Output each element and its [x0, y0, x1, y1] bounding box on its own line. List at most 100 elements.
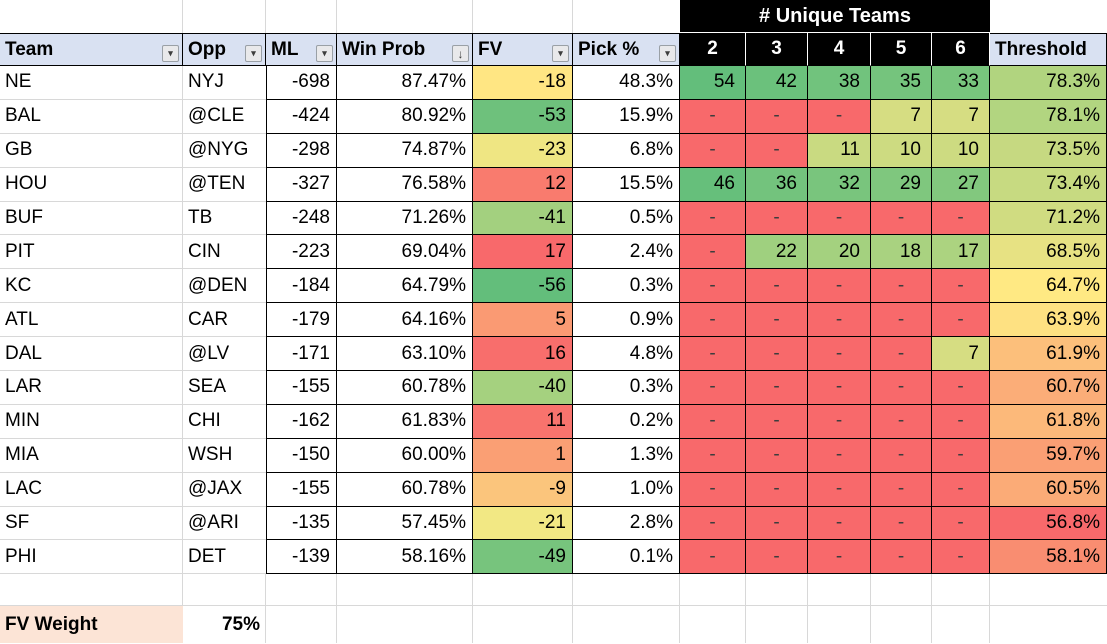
cell-win-prob[interactable]: 69.04% — [337, 235, 473, 270]
cell-unique-3[interactable]: - — [746, 269, 808, 304]
cell-unique-2[interactable]: 54 — [680, 66, 746, 100]
cell-ml[interactable]: -698 — [266, 66, 337, 100]
cell-ml[interactable]: -248 — [266, 201, 337, 236]
cell-fv[interactable]: 1 — [473, 438, 573, 473]
cell-unique-6[interactable]: 7 — [932, 99, 990, 134]
cell-threshold[interactable]: 61.8% — [990, 404, 1107, 439]
cell-unique-4[interactable]: - — [808, 201, 871, 236]
cell-team[interactable]: GB — [0, 133, 183, 168]
cell-unique-4[interactable]: - — [808, 303, 871, 338]
cell-fv[interactable]: 12 — [473, 167, 573, 202]
cell-opp[interactable]: WSH — [183, 438, 266, 473]
cell-unique-3[interactable]: - — [746, 472, 808, 507]
cell-ml[interactable]: -223 — [266, 235, 337, 270]
cell-unique-5[interactable]: 29 — [871, 167, 932, 202]
cell-threshold[interactable]: 59.7% — [990, 438, 1107, 473]
cell-win-prob[interactable]: 58.16% — [337, 540, 473, 575]
cell-pick-pct[interactable]: 4.8% — [573, 337, 680, 372]
cell-ml[interactable]: -155 — [266, 371, 337, 405]
cell-unique-6[interactable]: - — [932, 438, 990, 473]
cell-pick-pct[interactable]: 2.4% — [573, 235, 680, 270]
cell-ml[interactable]: -179 — [266, 303, 337, 338]
cell-unique-3[interactable]: - — [746, 303, 808, 338]
cell-unique-4[interactable]: - — [808, 371, 871, 405]
cell-unique-6[interactable]: - — [932, 371, 990, 405]
cell-win-prob[interactable]: 60.78% — [337, 472, 473, 507]
cell-unique-6[interactable]: - — [932, 201, 990, 236]
cell-threshold[interactable]: 64.7% — [990, 269, 1107, 304]
cell-unique-3[interactable]: - — [746, 201, 808, 236]
cell-ml[interactable]: -424 — [266, 99, 337, 134]
cell-unique-3[interactable]: 22 — [746, 235, 808, 270]
cell-ml[interactable]: -150 — [266, 438, 337, 473]
cell-unique-6[interactable]: 17 — [932, 235, 990, 270]
cell-threshold[interactable]: 78.3% — [990, 66, 1107, 100]
header-pick-pct[interactable]: Pick % ▾ — [573, 33, 680, 66]
cell-opp[interactable]: @LV — [183, 337, 266, 372]
cell-unique-5[interactable]: 18 — [871, 235, 932, 270]
filter-button[interactable]: ▾ — [316, 45, 333, 62]
cell-ml[interactable]: -184 — [266, 269, 337, 304]
cell-win-prob[interactable]: 64.16% — [337, 303, 473, 338]
unique-teams-banner[interactable]: # Unique Teams — [680, 0, 990, 33]
cell-pick-pct[interactable]: 1.3% — [573, 438, 680, 473]
cell-ml[interactable]: -171 — [266, 337, 337, 372]
cell-threshold[interactable]: 56.8% — [990, 506, 1107, 541]
header-unique-4[interactable]: 4 — [808, 33, 871, 66]
cell-pick-pct[interactable]: 0.2% — [573, 404, 680, 439]
cell-team[interactable]: BUF — [0, 201, 183, 236]
cell-unique-6[interactable]: 10 — [932, 133, 990, 168]
cell-pick-pct[interactable]: 2.8% — [573, 506, 680, 541]
cell-ml[interactable]: -162 — [266, 404, 337, 439]
cell-fv[interactable]: 11 — [473, 404, 573, 439]
cell-team[interactable]: BAL — [0, 99, 183, 134]
cell-team[interactable]: PIT — [0, 235, 183, 270]
fv-weight-label-cell[interactable]: FV Weight — [0, 606, 183, 644]
cell-unique-5[interactable]: - — [871, 540, 932, 575]
cell-unique-5[interactable]: - — [871, 337, 932, 372]
cell-pick-pct[interactable]: 0.3% — [573, 269, 680, 304]
cell-threshold[interactable]: 63.9% — [990, 303, 1107, 338]
cell-unique-4[interactable]: - — [808, 99, 871, 134]
cell-opp[interactable]: SEA — [183, 371, 266, 405]
cell-team[interactable]: MIN — [0, 404, 183, 439]
cell-unique-2[interactable]: - — [680, 99, 746, 134]
header-win-prob[interactable]: Win Prob ↓ — [337, 33, 473, 66]
cell-pick-pct[interactable]: 0.1% — [573, 540, 680, 575]
cell-unique-2[interactable]: - — [680, 404, 746, 439]
cell-fv[interactable]: -41 — [473, 201, 573, 236]
cell-ml[interactable]: -155 — [266, 472, 337, 507]
cell-opp[interactable]: CIN — [183, 235, 266, 270]
filter-button[interactable]: ▾ — [659, 45, 676, 62]
cell-unique-5[interactable]: 10 — [871, 133, 932, 168]
cell-pick-pct[interactable]: 6.8% — [573, 133, 680, 168]
cell-unique-4[interactable]: 32 — [808, 167, 871, 202]
cell-unique-2[interactable]: 46 — [680, 167, 746, 202]
cell-unique-6[interactable]: 27 — [932, 167, 990, 202]
cell-opp[interactable]: @DEN — [183, 269, 266, 304]
cell-fv[interactable]: 16 — [473, 337, 573, 372]
cell-opp[interactable]: @TEN — [183, 167, 266, 202]
cell-team[interactable]: NE — [0, 66, 183, 100]
cell-unique-3[interactable]: - — [746, 337, 808, 372]
cell-team[interactable]: PHI — [0, 540, 183, 575]
cell-unique-5[interactable]: - — [871, 404, 932, 439]
cell-unique-2[interactable]: - — [680, 235, 746, 270]
cell-unique-5[interactable]: 35 — [871, 66, 932, 100]
cell-win-prob[interactable]: 80.92% — [337, 99, 473, 134]
cell-unique-5[interactable]: - — [871, 438, 932, 473]
cell-win-prob[interactable]: 61.83% — [337, 404, 473, 439]
cell-unique-3[interactable]: - — [746, 371, 808, 405]
cell-win-prob[interactable]: 76.58% — [337, 167, 473, 202]
cell-team[interactable]: HOU — [0, 167, 183, 202]
cell-fv[interactable]: -18 — [473, 66, 573, 100]
filter-button[interactable]: ▾ — [245, 45, 262, 62]
cell-team[interactable]: DAL — [0, 337, 183, 372]
cell-unique-3[interactable]: 42 — [746, 66, 808, 100]
cell-opp[interactable]: DET — [183, 540, 266, 575]
cell-unique-2[interactable]: - — [680, 303, 746, 338]
cell-unique-5[interactable]: - — [871, 506, 932, 541]
cell-unique-5[interactable]: - — [871, 269, 932, 304]
cell-unique-5[interactable]: - — [871, 303, 932, 338]
cell-pick-pct[interactable]: 15.5% — [573, 167, 680, 202]
